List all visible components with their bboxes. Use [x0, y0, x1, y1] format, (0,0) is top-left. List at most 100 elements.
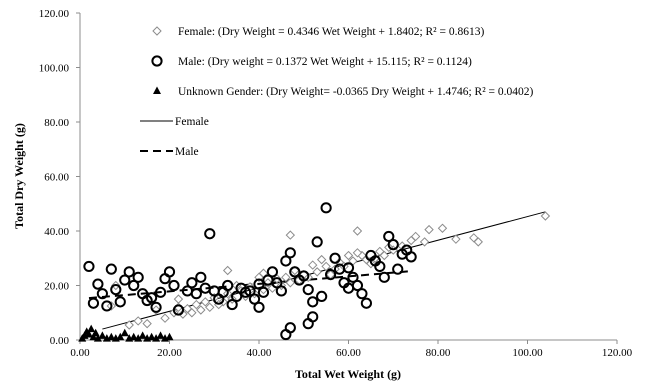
data-point-diamond: [285, 278, 296, 288]
data-point-circle: [311, 236, 323, 248]
legend-label: Male: [175, 146, 199, 158]
data-point-diamond: [173, 294, 184, 304]
data-point-diamond: [281, 272, 291, 283]
x-tick-label: 0.00: [70, 347, 90, 359]
data-point-circle: [253, 301, 265, 313]
x-tick-label: 80.00: [426, 347, 451, 359]
data-point-circle: [347, 271, 359, 283]
data-point-circle: [114, 296, 126, 308]
legend-label: Female: [175, 116, 209, 128]
data-point-diamond: [540, 211, 551, 221]
data-point-diamond: [178, 309, 188, 319]
data-point-triangle: [89, 332, 98, 341]
data-point-circle: [302, 283, 314, 296]
data-point-diamond: [222, 265, 233, 276]
data-point-circle: [257, 286, 270, 298]
data-point-triangle: [138, 331, 147, 339]
data-point-triangle: [134, 334, 143, 342]
data-point-circle: [190, 288, 202, 300]
y-tick-label: 120.00: [39, 8, 70, 20]
data-point-diamond: [133, 316, 143, 326]
data-point-diamond: [406, 235, 416, 246]
data-points: [78, 202, 551, 342]
data-point-circle: [383, 230, 395, 243]
data-point-circle: [132, 271, 144, 283]
data-point-circle: [92, 278, 104, 290]
data-point-diamond: [352, 226, 363, 236]
data-point-circle: [231, 290, 243, 302]
data-point-circle: [356, 288, 368, 300]
data-point-triangle: [120, 328, 129, 337]
data-point-circle: [325, 269, 337, 281]
y-tick-label: 20.00: [44, 281, 69, 293]
data-point-circle: [266, 266, 279, 278]
data-point-circle: [105, 263, 117, 275]
legend-swatch-triangle: [153, 86, 161, 94]
data-point-diamond: [343, 250, 354, 261]
data-point-diamond: [352, 248, 363, 258]
data-point-diamond: [124, 320, 134, 330]
data-point-circle: [253, 278, 265, 290]
legend-label: Male: (Dry weight = 0.1372 Wet Weight + …: [178, 56, 472, 68]
data-point-triangle: [156, 331, 165, 339]
legend-label: Female: (Dry Weight = 0.4346 Wet Weight …: [178, 26, 484, 38]
data-point-circle: [96, 288, 108, 300]
x-tick-label: 40.00: [247, 347, 272, 359]
data-point-triangle: [98, 331, 107, 339]
y-tick-label: 0.00: [50, 335, 70, 347]
data-point-circle: [405, 251, 417, 263]
data-point-circle: [307, 296, 319, 308]
data-point-triangle: [129, 332, 138, 341]
data-point-diamond: [312, 267, 322, 277]
data-point-circle: [360, 297, 372, 309]
data-point-diamond: [182, 303, 193, 314]
data-point-diamond: [424, 224, 434, 235]
data-point-circle: [123, 266, 135, 278]
x-tick-label: 20.00: [157, 347, 182, 359]
data-point-circle: [284, 247, 296, 259]
data-point-circle: [204, 228, 216, 240]
data-point-circle: [271, 277, 283, 289]
data-point-triangle: [87, 324, 96, 333]
data-point-circle: [378, 271, 390, 283]
data-point-circle: [226, 298, 238, 311]
data-point-diamond: [451, 234, 461, 244]
y-tick-label: 80.00: [44, 117, 69, 129]
data-point-circle: [110, 283, 122, 296]
data-point-triangle: [165, 332, 174, 341]
data-point-circle: [244, 285, 256, 297]
data-point-circle: [329, 252, 341, 264]
x-tick-label: 100.00: [512, 347, 543, 359]
data-point-circle: [154, 286, 167, 298]
legend-swatch-circle: [151, 55, 163, 67]
data-point-circle: [284, 322, 296, 334]
data-point-diamond: [316, 254, 327, 265]
legend-swatch-diamond: [152, 26, 162, 36]
data-point-diamond: [437, 223, 448, 233]
data-point-diamond: [375, 246, 385, 257]
data-point-triangle: [84, 330, 93, 338]
data-point-circle: [222, 279, 234, 292]
series-male: [83, 202, 417, 341]
data-point-triangle: [147, 332, 156, 341]
data-point-circle: [119, 274, 131, 286]
legend-label: Unknown Gender: (Dry Weight= -0.0365 Dry…: [178, 86, 534, 98]
data-point-diamond: [142, 318, 152, 329]
x-axis-title: Total Wet Weight (g): [295, 367, 401, 381]
data-point-circle: [146, 292, 158, 304]
y-tick-label: 40.00: [44, 226, 69, 238]
data-point-circle: [374, 260, 386, 273]
tick-labels: 0.00 20.00 40.00 60.00 80.00 100.00 120.00 0.00…: [39, 8, 633, 359]
data-point-triangle: [91, 328, 100, 337]
data-point-diamond: [419, 237, 430, 247]
x-tick-label: 60.00: [336, 347, 361, 359]
data-point-circle: [168, 279, 180, 292]
data-point-triangle: [93, 334, 102, 342]
data-point-circle: [83, 260, 95, 273]
data-point-circle: [172, 304, 185, 316]
data-point-diamond: [191, 299, 202, 310]
data-point-circle: [298, 270, 310, 282]
data-point-circle: [316, 290, 328, 302]
data-point-circle: [186, 277, 198, 289]
